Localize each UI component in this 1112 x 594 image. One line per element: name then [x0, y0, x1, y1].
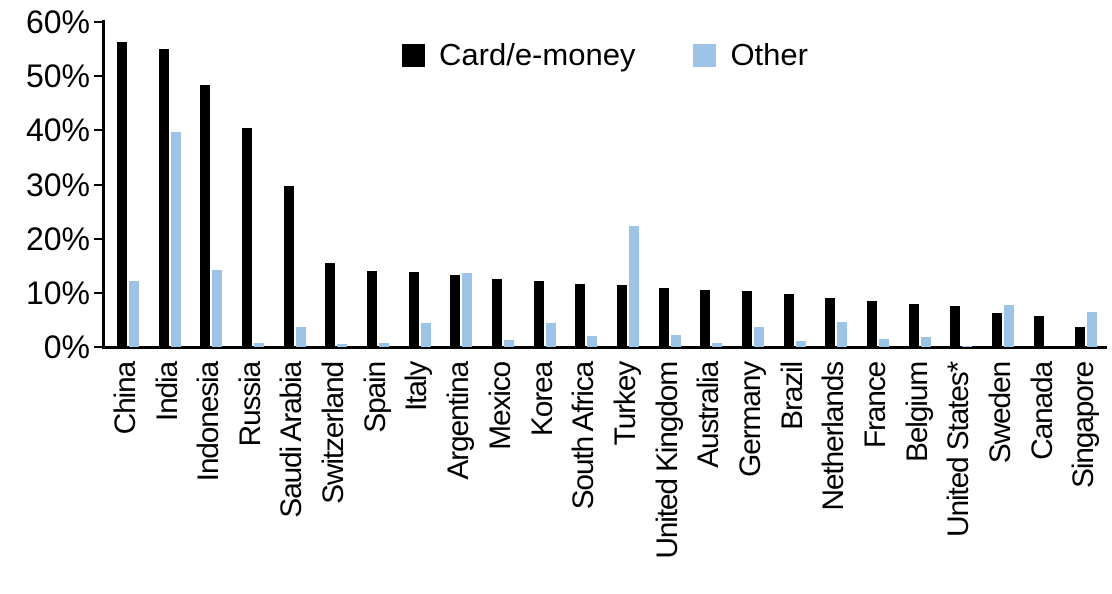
bar-card-e-money-canada	[1034, 316, 1044, 347]
bar-other-sweden	[1004, 305, 1014, 347]
bar-card-e-money-netherlands	[825, 298, 835, 347]
y-axis-label-60: 60%	[25, 4, 90, 40]
bar-card-e-money-korea	[534, 281, 544, 347]
bar-other-argentina	[462, 273, 472, 347]
bar-card-e-money-brazil	[784, 294, 794, 347]
legend-swatch-card-e-money	[402, 43, 426, 67]
legend-label-other: Other	[730, 37, 808, 72]
x-axis-label-australia: Australia	[692, 362, 725, 468]
x-axis-label-france: France	[859, 362, 892, 449]
x-axis-label-korea: Korea	[526, 362, 559, 437]
bar-card-e-money-united-states	[950, 306, 960, 347]
bar-other-mexico	[504, 340, 514, 347]
bar-other-russia	[254, 343, 264, 347]
x-axis-label-saudi-arabia: Saudi Arabia	[275, 362, 308, 518]
x-axis-label-turkey: Turkey	[609, 362, 642, 446]
bar-card-e-money-singapore	[1075, 327, 1085, 347]
x-axis-line	[102, 346, 1107, 349]
bar-other-india	[171, 132, 181, 347]
x-axis-label-spain: Spain	[359, 362, 392, 433]
y-axis-tick-40	[94, 129, 103, 132]
y-axis-tick-10	[94, 291, 103, 294]
y-axis-label-50: 50%	[25, 58, 90, 95]
y-axis-label-30: 30%	[25, 166, 90, 203]
x-axis-label-netherlands: Netherlands	[817, 362, 850, 511]
x-axis-label-canada: Canada	[1026, 362, 1059, 460]
x-axis-label-united-states: United States*	[942, 362, 975, 537]
bar-other-brazil	[796, 341, 806, 347]
x-axis-label-united-kingdom: United Kingdom	[651, 362, 684, 559]
y-axis-label-20: 20%	[25, 220, 90, 257]
bar-other-indonesia	[212, 270, 222, 347]
legend-swatch-other	[693, 43, 717, 67]
y-axis-tick-60	[94, 21, 103, 23]
bar-card-e-money-indonesia	[200, 85, 210, 347]
x-axis-label-india: India	[151, 362, 184, 422]
bar-card-e-money-germany	[742, 291, 752, 347]
y-axis-label-0: 0%	[43, 329, 90, 365]
bar-other-netherlands	[837, 322, 847, 347]
x-axis-label-belgium: Belgium	[901, 362, 934, 462]
x-axis-label-singapore: Singapore	[1067, 362, 1100, 488]
bar-other-italy	[421, 323, 431, 347]
x-axis-label-china: China	[109, 362, 142, 435]
bar-card-e-money-south-africa	[575, 284, 585, 347]
x-axis-label-argentina: Argentina	[442, 362, 475, 480]
y-axis-tick-0	[94, 346, 103, 348]
x-axis-label-italy: Italy	[400, 362, 433, 412]
bar-card-e-money-russia	[242, 128, 252, 347]
y-axis-tick-30	[94, 183, 103, 186]
bar-other-switzerland	[337, 344, 347, 347]
legend: Card/e-money Other	[105, 38, 1105, 72]
x-axis-label-south-africa: South Africa	[567, 362, 600, 510]
y-axis-tick-50	[94, 75, 103, 78]
bar-other-south-africa	[587, 336, 597, 347]
bar-card-e-money-turkey	[617, 285, 627, 347]
legend-item-card-e-money: Card/e-money	[402, 38, 635, 72]
bar-card-e-money-france	[867, 301, 877, 347]
x-axis-label-brazil: Brazil	[776, 362, 809, 430]
y-axis-tick-20	[94, 237, 103, 240]
bar-card-e-money-italy	[409, 272, 419, 347]
x-axis-label-germany: Germany	[734, 362, 767, 477]
bar-card-e-money-argentina	[450, 275, 460, 347]
bar-other-australia	[712, 343, 722, 347]
bar-other-germany	[754, 327, 764, 347]
x-axis-label-sweden: Sweden	[984, 362, 1017, 464]
bar-other-turkey	[629, 226, 639, 347]
bar-other-saudi-arabia	[296, 327, 306, 347]
bar-other-united-kingdom	[671, 335, 681, 347]
bar-other-spain	[379, 343, 389, 347]
x-axis-label-mexico: Mexico	[484, 362, 517, 450]
bar-other-korea	[546, 323, 556, 347]
bar-other-belgium	[921, 337, 931, 347]
legend-item-other: Other	[693, 38, 808, 72]
bar-card-e-money-china	[117, 42, 127, 347]
bar-card-e-money-united-kingdom	[659, 288, 669, 347]
bar-card-e-money-saudi-arabia	[284, 186, 294, 347]
x-axis-label-indonesia: Indonesia	[192, 362, 225, 482]
x-axis-label-switzerland: Switzerland	[317, 362, 350, 504]
y-axis-line	[102, 20, 105, 349]
bar-card-e-money-switzerland	[325, 263, 335, 347]
x-axis-label-russia: Russia	[234, 362, 267, 447]
bar-other-united-states	[962, 346, 972, 347]
bar-card-e-money-belgium	[909, 304, 919, 347]
y-axis-label-10: 10%	[25, 274, 90, 311]
bar-other-france	[879, 339, 889, 347]
y-axis-label-40: 40%	[25, 112, 90, 149]
bar-card-e-money-sweden	[992, 313, 1002, 347]
bar-other-china	[129, 281, 139, 347]
bar-card-e-money-spain	[367, 271, 377, 347]
bar-other-singapore	[1087, 312, 1097, 347]
legend-label-card-e-money: Card/e-money	[439, 37, 636, 72]
bar-card-e-money-mexico	[492, 279, 502, 347]
bar-card-e-money-india	[159, 49, 169, 347]
bar-card-e-money-australia	[700, 290, 710, 347]
